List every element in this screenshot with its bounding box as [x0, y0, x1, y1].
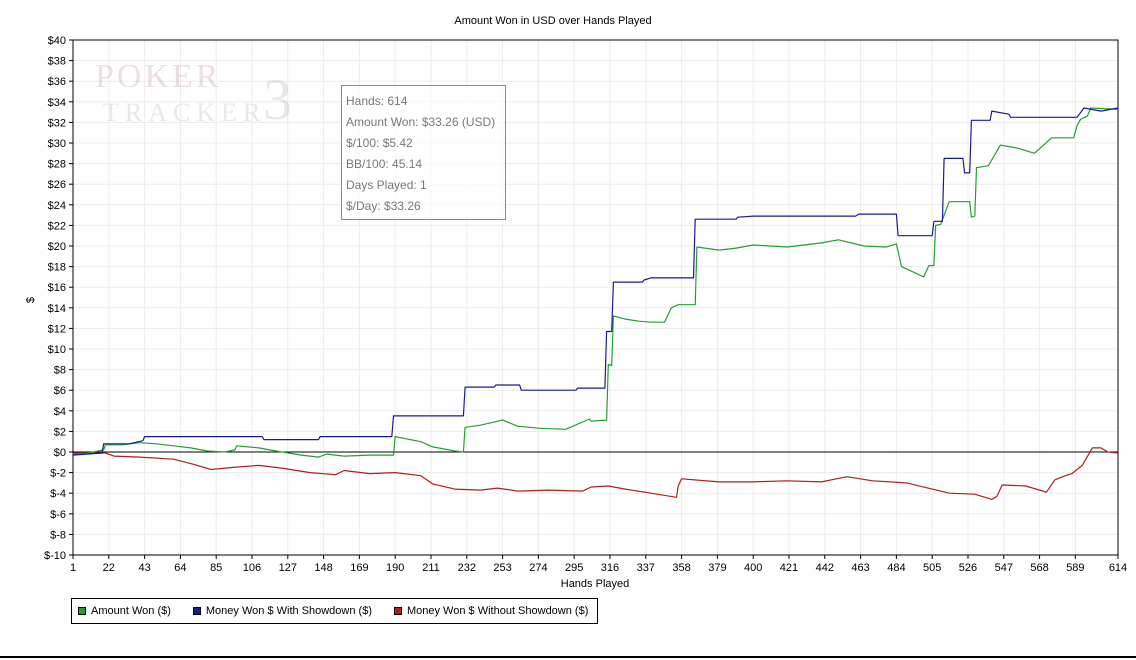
x-tick-label: 253 [493, 562, 511, 574]
series-line-0 [72, 107, 1119, 458]
x-tick-label: 568 [1030, 562, 1048, 574]
tooltip-hands: Hands: 614 [346, 94, 408, 108]
x-tick-label: 442 [816, 562, 834, 574]
y-tick-label: $22 [48, 220, 66, 232]
y-tick-label: $-8 [50, 529, 66, 541]
series-layer [72, 107, 1119, 500]
x-tick-label: 614 [1109, 562, 1127, 574]
y-tick-label: $12 [48, 323, 66, 335]
y-tick-label: $26 [48, 179, 66, 191]
x-tick-label: 295 [565, 562, 583, 574]
legend-item-amount-won[interactable]: Amount Won ($) [78, 605, 171, 617]
chart-title: Amount Won in USD over Hands Played [454, 15, 651, 27]
tooltip-per-day: $/Day: $33.26 [346, 199, 421, 213]
tooltip-days-played: Days Played: 1 [346, 178, 427, 192]
x-tick-label: 421 [780, 562, 798, 574]
x-tick-label: 358 [672, 562, 690, 574]
y-tick-label: $0 [54, 447, 66, 459]
legend-swatch-without-showdown [393, 607, 402, 615]
y-tick-label: $16 [48, 282, 66, 294]
pokertracker-logo-watermark: POKER TRACKER 3 [95, 58, 305, 138]
legend-label-without-showdown: Money Won $ Without Showdown ($) [406, 605, 589, 617]
x-tick-label: 400 [744, 562, 762, 574]
y-tick-label: $28 [48, 159, 66, 171]
x-tick-label: 1 [70, 562, 76, 574]
plot-frame [72, 39, 1119, 556]
y-tick-label: $14 [48, 303, 66, 315]
x-tick-label: 379 [708, 562, 726, 574]
x-tick-label: 463 [851, 562, 869, 574]
y-tick-label: $34 [48, 97, 66, 109]
x-tick-label: 526 [959, 562, 977, 574]
chart-legend: Amount Won ($) Money Won $ With Showdown… [71, 598, 598, 624]
y-tick-label: $40 [48, 35, 66, 47]
x-tick-label: 106 [243, 562, 261, 574]
legend-swatch-with-showdown [192, 607, 201, 615]
hover-tooltip: Hands: 614 Amount Won: $33.26 (USD) $/10… [341, 85, 506, 220]
legend-swatch-amount-won [78, 607, 86, 615]
watermark-line2: TRACKER [103, 98, 267, 127]
y-tick-label: $24 [48, 200, 66, 212]
y-tick-label: $-6 [50, 509, 66, 521]
legend-item-without-showdown[interactable]: Money Won $ Without Showdown ($) [393, 605, 589, 617]
watermark-line1: POKER [95, 58, 222, 95]
x-tick-label: 85 [210, 562, 222, 574]
x-tick-label: 232 [458, 562, 476, 574]
x-tick-label: 127 [279, 562, 297, 574]
x-tick-label: 169 [350, 562, 368, 574]
x-tick-label: 316 [601, 562, 619, 574]
x-tick-label: 190 [386, 562, 404, 574]
y-tick-label: $-4 [50, 488, 66, 500]
tooltip-amount-won: Amount Won: $33.26 (USD) [346, 115, 496, 129]
y-tick-label: $6 [54, 385, 66, 397]
y-tick-label: $20 [48, 241, 66, 253]
y-axis-title: $ [25, 297, 37, 303]
y-tick-label: $2 [54, 426, 66, 438]
x-axis-title: Hands Played [561, 578, 630, 590]
grid [73, 40, 1118, 555]
y-tick-label: $38 [48, 56, 66, 68]
x-tick-label: 484 [887, 562, 905, 574]
y-tick-label: $36 [48, 76, 66, 88]
x-tick-label: 43 [138, 562, 150, 574]
x-tick-label: 148 [314, 562, 332, 574]
y-tick-label: $-2 [50, 468, 66, 480]
x-axis-ticks: 1 22 43 64 85 106 127 148 169 190 211 232 253 274 295 3… [70, 555, 1127, 574]
legend-label-with-showdown: Money Won $ With Showdown ($) [205, 605, 372, 617]
y-tick-label: $10 [48, 344, 66, 356]
series-line-1 [72, 107, 1119, 456]
tooltip-per-100: $/100: $5.42 [346, 136, 413, 150]
y-tick-label: $30 [48, 138, 66, 150]
x-tick-label: 211 [422, 562, 440, 574]
x-tick-label: 22 [103, 562, 115, 574]
y-tick-label: $-10 [44, 550, 66, 562]
legend-item-with-showdown[interactable]: Money Won $ With Showdown ($) [192, 605, 372, 617]
watermark-mark: 3 [263, 67, 292, 132]
x-tick-label: 274 [529, 562, 547, 574]
y-axis-ticks: $-10 $-8 $-6 $-4 $-2 $0 $2 $4 $6 $8 $10 $12 $14 $16 $1… [44, 35, 73, 562]
legend-label-amount-won: Amount Won ($) [91, 605, 171, 617]
tooltip-bb-per-100: BB/100: 45.14 [346, 157, 423, 171]
x-tick-label: 589 [1066, 562, 1084, 574]
series-line-2 [73, 447, 1119, 500]
y-tick-label: $4 [54, 406, 66, 418]
y-tick-label: $18 [48, 262, 66, 274]
y-tick-label: $32 [48, 117, 66, 129]
x-tick-label: 505 [923, 562, 941, 574]
window-bottom-border [0, 656, 1136, 658]
x-tick-label: 547 [995, 562, 1013, 574]
x-tick-label: 337 [637, 562, 655, 574]
x-tick-label: 64 [174, 562, 186, 574]
y-tick-label: $8 [54, 365, 66, 377]
